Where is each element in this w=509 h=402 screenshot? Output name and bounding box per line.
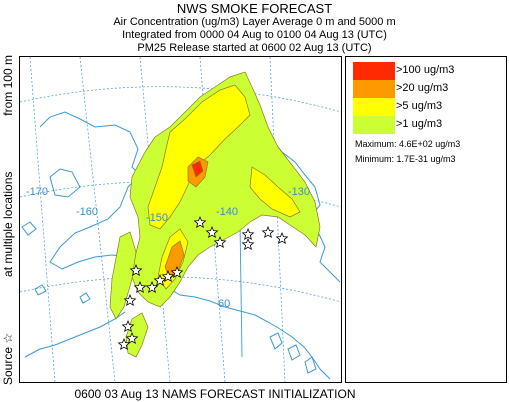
source-label: Source ☆ xyxy=(1,332,15,385)
source-markers xyxy=(117,215,289,351)
legend-row-100: >100 ug/m3 xyxy=(353,62,503,80)
integration-period-line: Integrated from 0000 04 Aug to 0100 04 A… xyxy=(122,29,387,41)
source-star xyxy=(275,231,289,245)
source-star xyxy=(170,265,184,279)
source-star xyxy=(121,319,135,333)
plume-over-1-west xyxy=(109,231,137,320)
source-star xyxy=(241,237,255,251)
forecast-initialization-footer: 0600 03 Aug 13 NAMS FORECAST INITIALIZAT… xyxy=(74,387,356,401)
lon-label-150: -150 xyxy=(146,212,168,224)
meridian-170 xyxy=(29,57,56,382)
concentration-layer-line: Air Concentration (ug/m3) Layer Average … xyxy=(113,16,396,28)
lon-label-130: -130 xyxy=(288,186,310,198)
source-side-label: Source ☆ at multiple locations from 100 … xyxy=(1,55,17,385)
source-star xyxy=(123,293,137,307)
source-star xyxy=(193,215,207,229)
smoke-plume xyxy=(109,71,321,358)
meridian-160 xyxy=(79,57,116,382)
aleutian-chain xyxy=(24,311,126,358)
legend-swatch-5 xyxy=(353,98,395,116)
release-height-label: from 100 m xyxy=(1,55,15,116)
lon-label-170: -170 xyxy=(26,186,48,198)
source-star xyxy=(145,280,159,294)
legend-label-5: >5 ug/m3 xyxy=(396,100,443,112)
lat-label-60: 60 xyxy=(218,298,230,310)
legend-label-1: >1 ug/m3 xyxy=(396,118,443,130)
legend-row-1: >1 ug/m3 xyxy=(353,116,503,134)
source-star xyxy=(261,225,275,239)
lon-label-160: -160 xyxy=(76,206,98,218)
source-star xyxy=(205,225,219,239)
parallel-upper xyxy=(20,86,341,113)
maximum-concentration: Maximum: 4.6E+02 ug/m3 xyxy=(355,139,461,149)
smoke-map: -170 -160 -150 -140 -130 60 xyxy=(19,56,342,383)
legend-swatch-100 xyxy=(353,62,395,80)
source-star xyxy=(117,337,131,351)
minimum-concentration: Minimum: 1.7E-31 ug/m3 xyxy=(355,154,456,164)
source-star xyxy=(241,227,255,241)
legend-swatch-1 xyxy=(353,116,395,134)
concentration-legend: >100 ug/m3 >20 ug/m3 >5 ug/m3 >1 ug/m3 M… xyxy=(345,56,507,383)
plume-over-100 xyxy=(191,160,204,178)
alaska-map-svg: -170 -160 -150 -140 -130 60 xyxy=(20,57,341,382)
bering-islands xyxy=(21,221,91,304)
plume-over-5-east xyxy=(249,166,301,218)
legend-row-5: >5 ug/m3 xyxy=(353,98,503,116)
plume-over-1-south xyxy=(125,312,149,358)
source-star xyxy=(133,280,147,294)
source-star xyxy=(161,269,175,283)
legend-swatch-20 xyxy=(353,80,395,98)
source-star xyxy=(129,263,143,277)
source-star xyxy=(125,331,139,345)
legend-label-100: >100 ug/m3 xyxy=(396,64,455,76)
forecast-title: NWS SMOKE FORECAST xyxy=(176,1,333,16)
legend-row-20: >20 ug/m3 xyxy=(353,80,503,98)
southeast-archipelago xyxy=(269,332,317,374)
source-star xyxy=(213,235,227,249)
multiple-locations-label: at multiple locations xyxy=(1,171,15,277)
source-star xyxy=(153,273,167,287)
legend-label-20: >20 ug/m3 xyxy=(396,82,449,94)
release-start-line: PM25 Release started at 0600 02 Aug 13 (… xyxy=(137,42,372,54)
lon-label-140: -140 xyxy=(216,206,238,218)
